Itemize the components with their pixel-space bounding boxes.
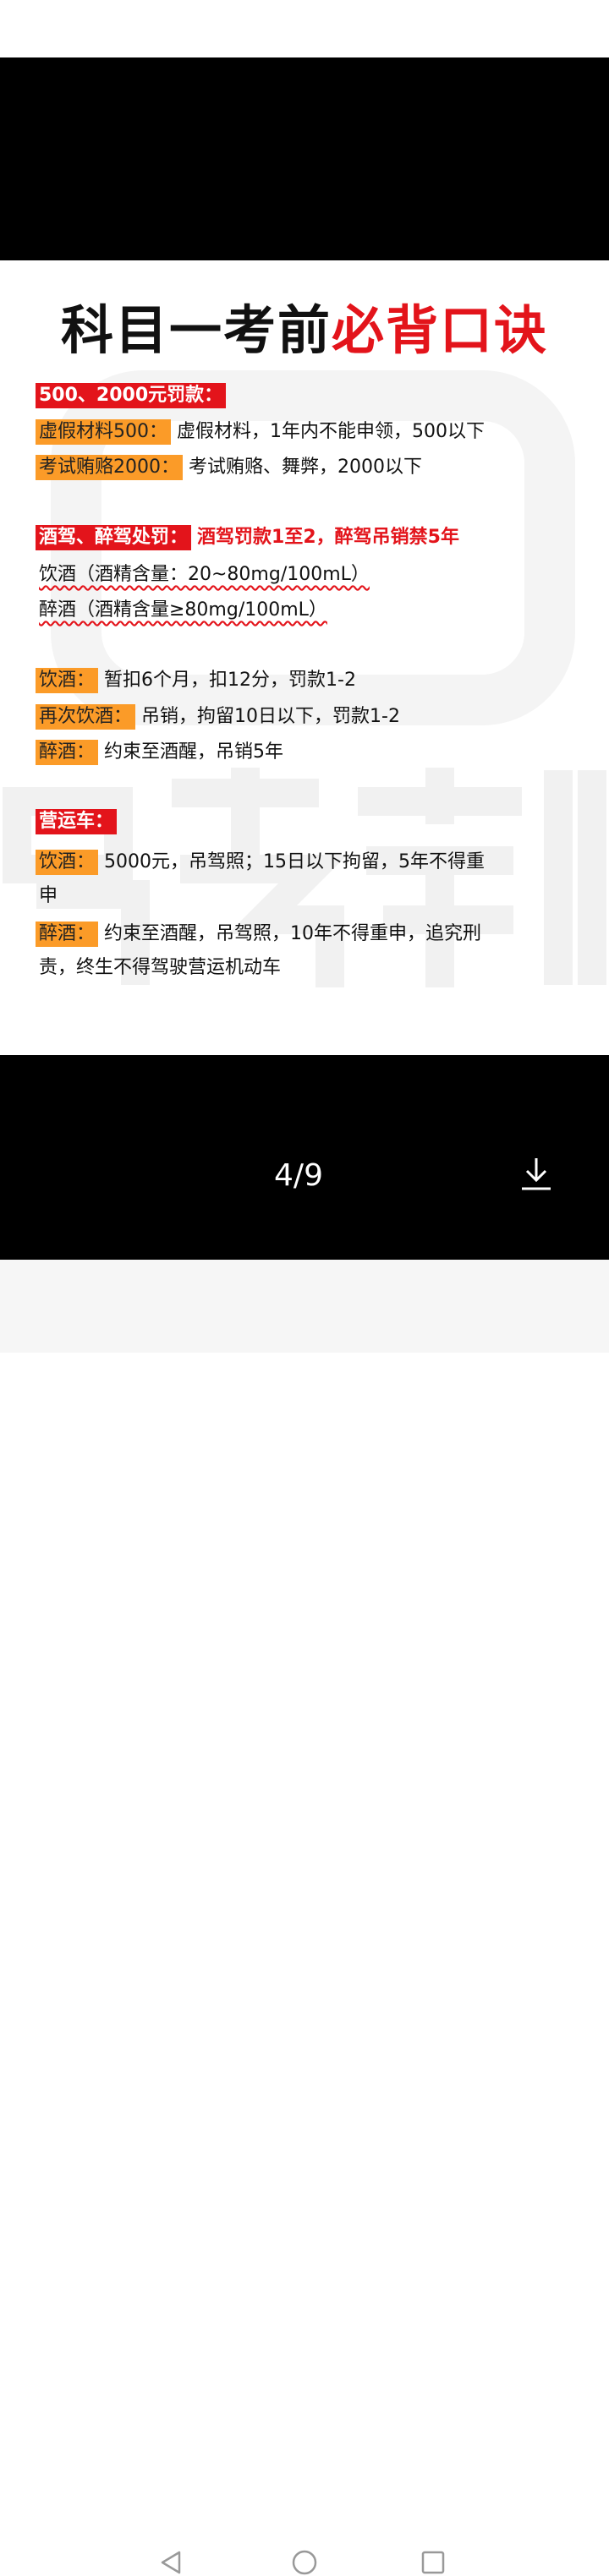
section-header: 酒驾、醉驾处罚： 酒驾罚款1至2，醉驾吊销禁5年 <box>36 525 459 550</box>
row-text: 约束至酒醒，吊销5年 <box>104 741 284 763</box>
note-line: 醉酒（酒精含量≥80mg/100mL） <box>39 598 327 623</box>
row-tag: 醉酒： <box>36 740 99 765</box>
download-icon[interactable] <box>519 1155 553 1192</box>
page-counter: 4/9 <box>274 1158 323 1193</box>
row-tag: 醉酒： <box>36 922 99 947</box>
note-text: 饮酒（酒精含量：20~80mg/100mL） <box>39 564 370 585</box>
viewed-image[interactable]: 科目一考前必背口诀 500、2000元罚款： 虚假材料500： 虚假材料，1年内… <box>0 260 609 1055</box>
home-icon[interactable] <box>291 2549 318 2576</box>
note-text: 醉酒（酒精含量≥80mg/100mL） <box>39 599 327 621</box>
row-tag: 饮酒： <box>36 668 99 693</box>
row-tag: 饮酒： <box>36 850 99 875</box>
row-text: 5000元，吊驾照；15日以下拘留，5年不得重 <box>104 851 485 872</box>
row-text: 暂扣6个月，扣12分，罚款1-2 <box>104 670 356 691</box>
row-continuation: 申 <box>39 885 58 906</box>
title-black: 科目一考前 <box>60 299 332 361</box>
navigation-bar <box>0 1260 609 2575</box>
row-text: 吊销，拘留10日以下，罚款1-2 <box>141 706 400 727</box>
row-tag: 虚假材料500： <box>36 419 171 445</box>
row-text: 约束至酒醒，吊驾照，10年不得重申，追究刑 <box>104 923 482 944</box>
list-item: 饮酒： 暂扣6个月，扣12分，罚款1-2 <box>36 668 356 693</box>
recents-icon[interactable] <box>420 2549 447 2576</box>
row-continuation: 责，终生不得驾驶营运机动车 <box>39 957 282 978</box>
row-text: 虚假材料，1年内不能申领，500以下 <box>177 421 485 442</box>
note-line: 饮酒（酒精含量：20~80mg/100mL） <box>39 562 370 588</box>
page-title: 科目一考前必背口诀 <box>0 287 609 364</box>
list-item: 考试贿赂2000： 考试贿赂、舞弊，2000以下 <box>36 455 422 480</box>
status-bar <box>0 0 609 57</box>
list-item: 再次饮酒： 吊销，拘留10日以下，罚款1-2 <box>36 704 400 730</box>
title-red: 必背口诀 <box>332 299 549 361</box>
section-note: 酒驾罚款1至2，醉驾吊销禁5年 <box>197 527 459 548</box>
row-tag: 考试贿赂2000： <box>36 455 183 480</box>
list-item: 虚假材料500： 虚假材料，1年内不能申领，500以下 <box>36 419 485 445</box>
section-header: 500、2000元罚款： <box>36 383 227 408</box>
row-tag: 再次饮酒： <box>36 704 136 730</box>
list-item: 饮酒： 5000元，吊驾照；15日以下拘留，5年不得重 <box>36 850 485 875</box>
section-header: 营运车： <box>36 809 118 834</box>
list-item: 醉酒： 约束至酒醒，吊驾照，10年不得重申，追究刑 <box>36 922 481 947</box>
watermark <box>3 768 606 987</box>
section-tag: 营运车： <box>36 809 118 834</box>
list-item: 醉酒： 约束至酒醒，吊销5年 <box>36 740 283 765</box>
section-tag: 酒驾、醉驾处罚： <box>36 525 192 550</box>
back-icon[interactable] <box>157 2549 184 2576</box>
section-tag: 500、2000元罚款： <box>36 383 227 408</box>
viewer-background-bottom <box>0 1055 609 1260</box>
row-text: 考试贿赂、舞弊，2000以下 <box>189 457 422 478</box>
viewer-background-top <box>0 57 609 260</box>
